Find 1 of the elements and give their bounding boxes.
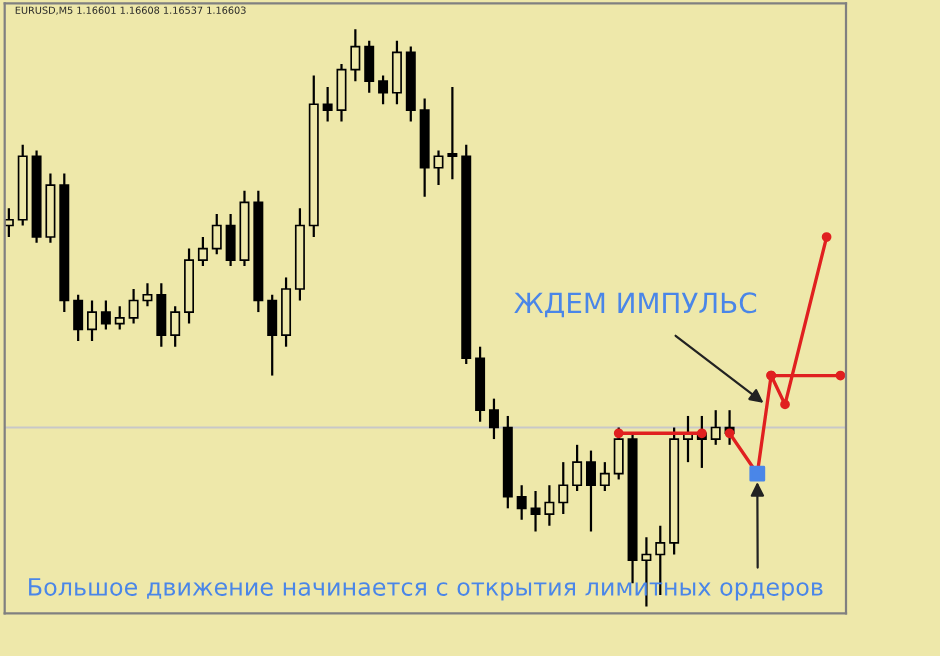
annotation: ЖДЕМ ИМПУЛЬС	[514, 292, 757, 318]
